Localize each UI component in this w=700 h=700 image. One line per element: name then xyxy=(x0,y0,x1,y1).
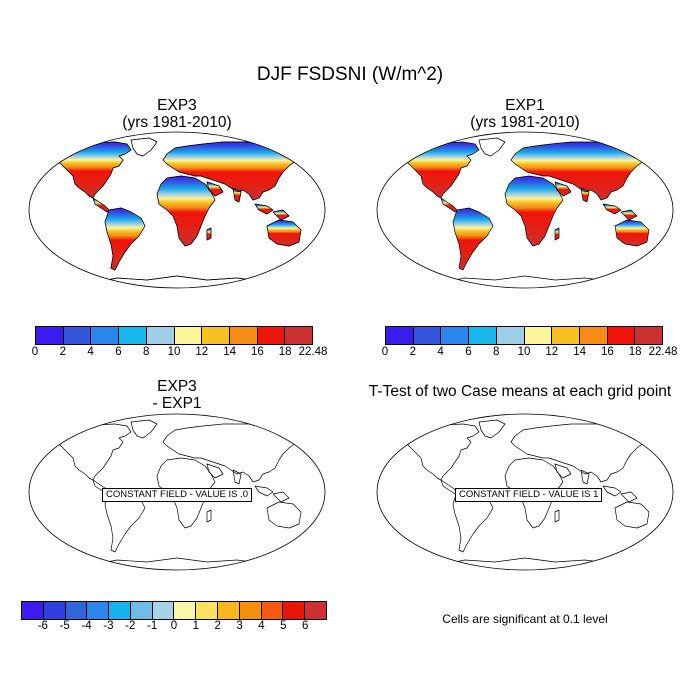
colorbar-tick-label: -6 xyxy=(37,620,48,632)
colorbar-cell xyxy=(87,602,110,619)
colorbar-tick-label: 3 xyxy=(236,620,243,632)
colorbar-tick-label: -1 xyxy=(147,620,158,632)
colorbar-tick-label: 2 xyxy=(59,346,66,358)
panel-title-bottom-left: EXP3 - EXP1 xyxy=(27,378,327,412)
colorbar-cell xyxy=(65,602,88,619)
colorbar-tick-label: 10 xyxy=(167,346,181,358)
constant-field-label: CONSTANT FIELD - VALUE IS .0 xyxy=(102,488,253,502)
colorbar-cell xyxy=(441,327,470,344)
colorbar-cell xyxy=(469,327,497,344)
colorbar-cell xyxy=(257,327,286,344)
constant-field-label: CONSTANT FIELD - VALUE IS 1 xyxy=(455,488,603,502)
colorbar-tick-label: 0 xyxy=(31,346,39,358)
colorbar-cell xyxy=(119,327,147,344)
colorbar-tick-label: 18 xyxy=(628,346,642,358)
colorbar-tick-label: 5 xyxy=(280,620,287,632)
panel-title-bottom-right: T-Test of two Case means at each grid po… xyxy=(368,383,672,400)
colorbar-ticks-exp3: 0 2 4 6 8 10 12 14 16 18 22.48 xyxy=(31,346,328,360)
main-title: DJF FSDSNI (W/m^2) xyxy=(256,64,444,85)
colorbar-ticks-difference: -6 -5 -4 -3 -2 -1 0 1 2 3 4 5 6 xyxy=(21,620,327,634)
panel-title-line2: (yrs 1981-2010) xyxy=(470,114,580,131)
map-ttest xyxy=(376,413,674,571)
colorbar-cell xyxy=(146,327,175,344)
colorbar-tick-label: 8 xyxy=(492,346,500,358)
colorbar-tick-label: 2 xyxy=(214,620,221,632)
colorbar-tick-label: 4 xyxy=(437,346,444,358)
colorbar-tick-label: 12 xyxy=(195,346,209,358)
colorbar-tick-label: 6 xyxy=(115,346,122,358)
panel-title-line2: (yrs 1981-2010) xyxy=(122,114,232,131)
colorbar-tick-label: 22.48 xyxy=(298,346,328,358)
colorbar-tick-label: -5 xyxy=(59,620,70,632)
colorbar-tick-label: 18 xyxy=(278,346,292,358)
colorbar-cell xyxy=(635,327,663,344)
panel-title-line1: EXP3 xyxy=(157,378,197,395)
panel-title-line2: - EXP1 xyxy=(152,395,202,412)
colorbar-cell xyxy=(305,602,326,619)
colorbar-cell xyxy=(91,327,120,344)
colorbar-tick-label: 14 xyxy=(223,346,236,358)
panel-title-line1: EXP1 xyxy=(505,97,545,114)
map-exp3 xyxy=(28,131,326,289)
colorbar-cell xyxy=(261,602,284,619)
colorbar-field-exp3 xyxy=(35,326,313,345)
colorbar-tick-label: -3 xyxy=(103,620,114,632)
colorbar-tick-label: 4 xyxy=(258,620,265,632)
colorbar-tick-label: -4 xyxy=(81,620,92,632)
colorbar-cell xyxy=(43,602,66,619)
colorbar-cell xyxy=(552,327,580,344)
colorbar-tick-label: 12 xyxy=(545,346,559,358)
colorbar-tick-label: 16 xyxy=(250,346,264,358)
significance-note: Cells are significant at 0.1 level xyxy=(442,612,608,626)
panel-title-line1: EXP3 xyxy=(157,97,197,114)
colorbar-tick-label: 8 xyxy=(142,346,150,358)
colorbar-cell xyxy=(36,327,64,344)
colorbar-cell xyxy=(283,602,306,619)
colorbar-cell xyxy=(218,602,240,619)
colorbar-ticks-exp1: 0 2 4 6 8 10 12 14 16 18 22.48 xyxy=(381,346,678,360)
colorbar-cell xyxy=(109,602,131,619)
colorbar-cell xyxy=(229,327,258,344)
map-exp1 xyxy=(376,131,674,289)
colorbar-cell xyxy=(285,327,313,344)
colorbar-cell xyxy=(152,602,175,619)
colorbar-tick-label: 4 xyxy=(87,346,94,358)
colorbar-field-exp1 xyxy=(385,326,663,345)
colorbar-tick-label: 0 xyxy=(381,346,389,358)
colorbar-tick-label: 0 xyxy=(170,620,178,632)
colorbar-cell xyxy=(579,327,608,344)
colorbar-cell xyxy=(174,327,203,344)
colorbar-cell xyxy=(63,327,92,344)
colorbar-cell xyxy=(496,327,525,344)
colorbar-cell xyxy=(386,327,414,344)
colorbar-tick-label: 6 xyxy=(301,620,309,632)
colorbar-cell xyxy=(174,602,197,619)
panel-title-top-left: EXP3 (yrs 1981-2010) xyxy=(27,97,327,131)
panel-title-top-right: EXP1 (yrs 1981-2010) xyxy=(375,97,675,131)
colorbar-cell xyxy=(413,327,442,344)
colorbar-tick-label: 1 xyxy=(192,620,200,632)
colorbar-cell xyxy=(130,602,153,619)
colorbar-cell xyxy=(22,602,44,619)
colorbar-tick-label: 22.48 xyxy=(648,346,678,358)
colorbar-tick-label: 16 xyxy=(600,346,614,358)
colorbar-cell xyxy=(607,327,636,344)
colorbar-cell xyxy=(239,602,262,619)
colorbar-tick-label: -2 xyxy=(125,620,136,632)
colorbar-tick-label: 2 xyxy=(409,346,416,358)
map-difference xyxy=(28,413,326,571)
colorbar-difference xyxy=(21,601,327,620)
colorbar-cell xyxy=(196,602,219,619)
colorbar-tick-label: 14 xyxy=(573,346,586,358)
colorbar-cell xyxy=(202,327,230,344)
colorbar-cell xyxy=(524,327,553,344)
colorbar-tick-label: 10 xyxy=(517,346,531,358)
colorbar-tick-label: 6 xyxy=(465,346,472,358)
